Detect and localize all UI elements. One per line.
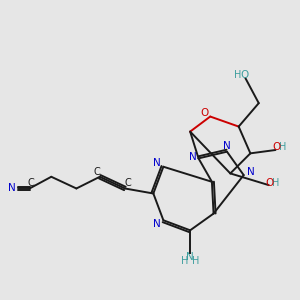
Text: N: N: [223, 141, 231, 151]
Text: N: N: [154, 219, 161, 229]
Text: C: C: [125, 178, 132, 188]
Text: N: N: [8, 184, 16, 194]
Text: O: O: [272, 142, 280, 152]
Text: H: H: [181, 256, 188, 266]
Text: H: H: [279, 142, 286, 152]
Text: N: N: [189, 152, 196, 162]
Text: C: C: [28, 178, 34, 188]
Text: C: C: [93, 167, 100, 177]
Text: O: O: [200, 108, 208, 118]
Text: H: H: [234, 70, 242, 80]
Text: O: O: [241, 70, 249, 80]
Text: N: N: [154, 158, 161, 168]
Text: O: O: [265, 178, 274, 188]
Text: H: H: [192, 256, 200, 266]
Text: H: H: [272, 178, 280, 188]
Text: N: N: [247, 167, 255, 177]
Text: N: N: [186, 252, 194, 262]
